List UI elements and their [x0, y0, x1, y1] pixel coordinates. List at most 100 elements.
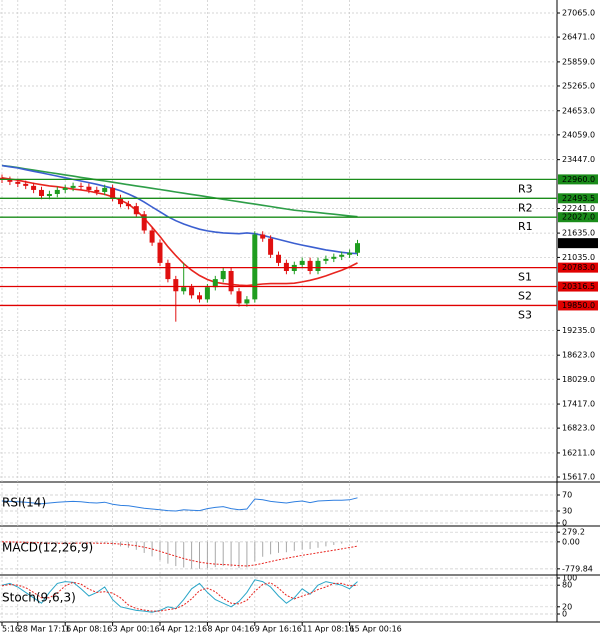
- level-price: 19850.0: [562, 301, 595, 310]
- y-tick-label: 30: [562, 507, 572, 516]
- candle-body: [46, 193, 52, 197]
- candle-body: [220, 270, 226, 280]
- candle-body: [39, 189, 44, 197]
- indicator-line: [1, 579, 358, 613]
- y-tick-label: 0: [562, 519, 567, 528]
- indicator-line: [1, 497, 358, 512]
- candle-body: [31, 185, 37, 190]
- y-tick-label: 20: [562, 602, 572, 611]
- level-price: 20316.5: [562, 282, 595, 291]
- level-name: S3: [518, 308, 532, 321]
- candle-body: [236, 291, 242, 304]
- candle-body: [78, 185, 84, 187]
- y-tick-label: 27065.0: [562, 9, 595, 18]
- candle-body: [283, 262, 289, 271]
- candle-body: [133, 206, 139, 215]
- y-tick-label: 279.2: [562, 528, 585, 537]
- candle-body: [125, 204, 131, 207]
- x-tick-label: 4 Apr 12:16: [160, 625, 207, 634]
- indicator-line: [1, 581, 358, 612]
- candle-body: [315, 260, 321, 271]
- candle-body: [276, 254, 281, 263]
- candle-body: [307, 260, 313, 271]
- candle-body: [141, 214, 147, 231]
- level-price-box: [558, 281, 598, 292]
- level-price-box: [558, 300, 598, 311]
- level-name: R2: [518, 201, 533, 214]
- candle-body: [7, 179, 13, 182]
- y-tick-label: 18029.0: [562, 375, 595, 384]
- candle-body: [173, 279, 179, 292]
- candle-body: [15, 181, 21, 184]
- level-name: S1: [518, 271, 532, 284]
- x-tick-label: 5:16: [2, 625, 20, 634]
- candle-body: [212, 279, 218, 288]
- y-tick-label: 19235.0: [562, 326, 595, 335]
- y-tick-label: 24653.0: [562, 106, 595, 115]
- candle-body: [94, 189, 100, 192]
- y-tick-label: 26471.0: [562, 33, 595, 42]
- level-price-box: [558, 212, 598, 223]
- y-tick-label: 24059.0: [562, 130, 595, 139]
- level-price: 22027.0: [562, 213, 595, 222]
- panel-title: Stoch(9,6,3): [2, 591, 76, 605]
- candle-body: [323, 258, 329, 261]
- candle-body: [165, 262, 171, 280]
- y-tick-label: 0.00: [562, 537, 580, 546]
- candle-body: [157, 242, 163, 263]
- y-tick-label: 17417.0: [562, 400, 595, 409]
- candle-body: [204, 287, 210, 300]
- level-price-box: [558, 262, 598, 273]
- y-tick-label: 25265.0: [562, 81, 595, 90]
- x-tick-label: 1 Apr 08:16: [65, 625, 112, 634]
- x-tick-label: 8 Apr 04:16: [207, 625, 254, 634]
- y-tick-label: 21035.0: [562, 253, 595, 262]
- y-tick-label: 100: [562, 574, 577, 583]
- macd-signal: [1, 541, 358, 567]
- panel-title: RSI(14): [2, 496, 46, 510]
- y-tick-label: 23447.0: [562, 155, 595, 164]
- level-name: R3: [518, 182, 533, 195]
- y-tick-label: 70: [562, 491, 572, 500]
- candle-body: [299, 260, 305, 265]
- last-price-box: [558, 238, 598, 249]
- candle-body: [181, 287, 187, 292]
- candle-body: [118, 198, 123, 205]
- candle-body: [197, 295, 202, 300]
- candle-body: [23, 183, 29, 186]
- y-tick-label: 0: [562, 610, 567, 619]
- y-tick-label: 18623.0: [562, 351, 595, 360]
- last-price: 21387.0: [562, 239, 595, 248]
- level-name: S2: [518, 290, 532, 303]
- x-tick-label: 11 Apr 08:16: [302, 625, 354, 634]
- x-tick-label: 3 Apr 00:16: [113, 625, 160, 634]
- moving-average: [1, 164, 358, 255]
- candle-body: [149, 230, 155, 243]
- candle-body: [228, 270, 234, 292]
- y-tick-label: -779.84: [562, 564, 593, 573]
- x-tick-label: 28 Mar 17:16: [18, 625, 71, 634]
- level-price: 22493.5: [562, 194, 595, 203]
- y-tick-label: 15617.0: [562, 473, 595, 482]
- moving-average: [1, 177, 358, 287]
- panel-title: MACD(12,26,9): [2, 541, 93, 555]
- moving-average: [1, 164, 358, 218]
- candle-body: [102, 187, 108, 192]
- candle-body: [62, 187, 68, 190]
- candle-body: [189, 287, 195, 296]
- y-tick-label: 22241.0: [562, 204, 595, 213]
- candle-body: [252, 234, 258, 300]
- y-tick-label: 16211.0: [562, 448, 595, 457]
- candle-body: [110, 187, 116, 199]
- candle-body: [70, 185, 76, 188]
- y-tick-label: 80: [562, 581, 572, 590]
- candle-body: [86, 186, 92, 190]
- candle-body: [339, 254, 345, 257]
- y-tick-label: 25859.0: [562, 57, 595, 66]
- level-price: 20783.0: [562, 263, 595, 272]
- level-name: R1: [518, 220, 533, 233]
- level-price: 22960.0: [562, 175, 595, 184]
- candle-body: [54, 189, 60, 194]
- candle-body: [355, 243, 360, 253]
